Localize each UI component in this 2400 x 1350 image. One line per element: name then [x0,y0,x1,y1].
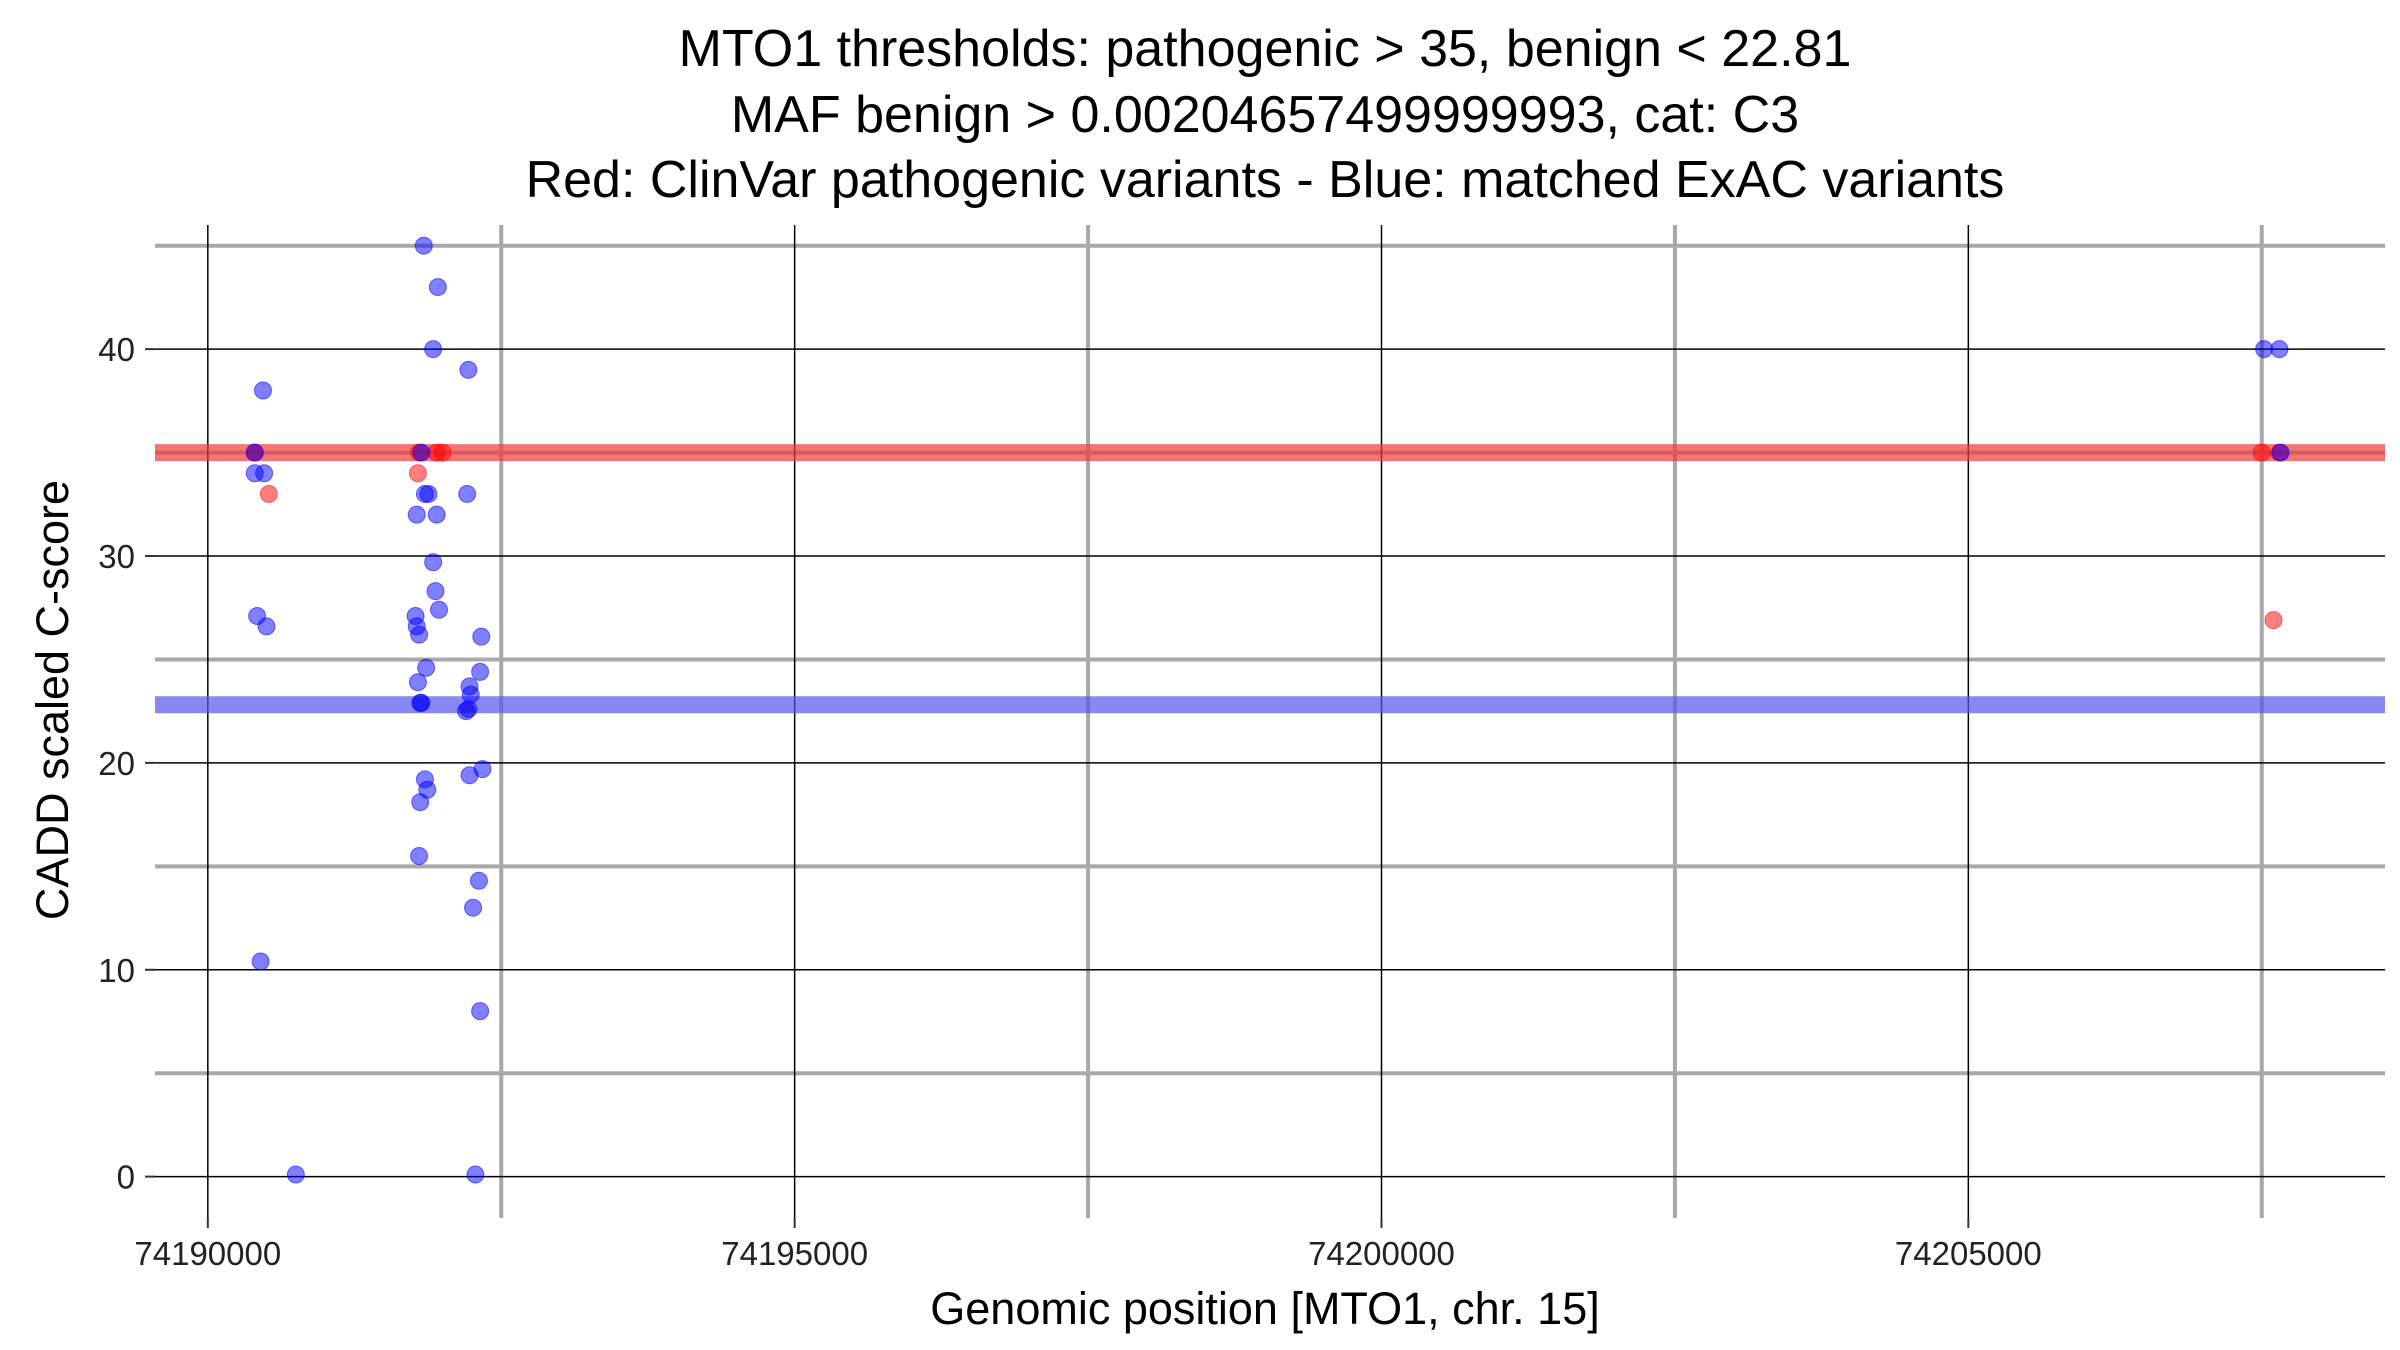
x-tick-label: 74190000 [134,1235,281,1272]
title-line-1: MTO1 thresholds: pathogenic > 35, benign… [679,20,1852,78]
benign-point [458,484,477,503]
benign-point [408,673,427,692]
y-tick-label: 10 [98,952,135,989]
x-tick-label: 74195000 [721,1235,868,1272]
axis-ticks: 74190000 74195000 74200000 74205000 0 10 20 30 4… [98,331,2041,1272]
pathogenic-points [245,443,2289,630]
y-tick-label: 30 [98,538,135,575]
benign-point [424,340,443,359]
minor-gridlines [155,225,2385,1218]
pathogenic-point [408,464,427,483]
benign-point [2271,443,2290,462]
title-line-3: Red: ClinVar pathogenic variants - Blue:… [526,151,2005,209]
benign-point [466,1165,485,1184]
benign-point [464,898,483,917]
benign-point [428,278,447,297]
benign-points [245,236,2290,1184]
benign-point [411,793,430,812]
benign-point [410,625,429,644]
benign-point [257,617,276,636]
benign-point [430,600,449,619]
y-tick-label: 40 [98,331,135,368]
y-tick-label: 20 [98,745,135,782]
benign-point [410,846,429,865]
benign-point [414,236,433,255]
benign-point [424,553,443,572]
benign-point [412,693,431,712]
benign-point [471,662,490,681]
benign-point [2255,340,2274,359]
y-tick-label: 0 [117,1159,135,1196]
benign-point [407,505,426,524]
benign-point [469,871,488,890]
major-gridlines [155,225,2385,1218]
benign-point [419,484,438,503]
benign-point [427,505,446,524]
title-line-2: MAF benign > 0.00204657499999993, cat: C… [731,86,1799,144]
benign-point [245,443,264,462]
benign-point [251,952,270,971]
benign-point [460,766,479,785]
benign-point [286,1165,305,1184]
pathogenic-point [259,484,278,503]
pathogenic-point [433,443,452,462]
benign-point [417,658,436,677]
benign-point [459,360,478,379]
x-tick-label: 74205000 [1895,1235,2042,1272]
x-tick-label: 74200000 [1308,1235,1455,1272]
benign-point [471,1002,490,1021]
chart-title: MTO1 thresholds: pathogenic > 35, benign… [526,20,2005,209]
benign-point [459,700,478,719]
benign-point [2270,340,2289,359]
threshold-lines [155,444,2385,714]
benign-point [255,464,274,483]
benign-point [412,443,431,462]
x-axis-title: Genomic position [MTO1, chr. 15] [930,1283,1599,1334]
benign-point [426,582,445,601]
pathogenic-point [2264,611,2283,630]
pathogenic-point [2252,443,2271,462]
benign-point [472,627,491,646]
y-axis-title: CADD scaled C-score [27,480,78,920]
benign-point [253,381,272,400]
